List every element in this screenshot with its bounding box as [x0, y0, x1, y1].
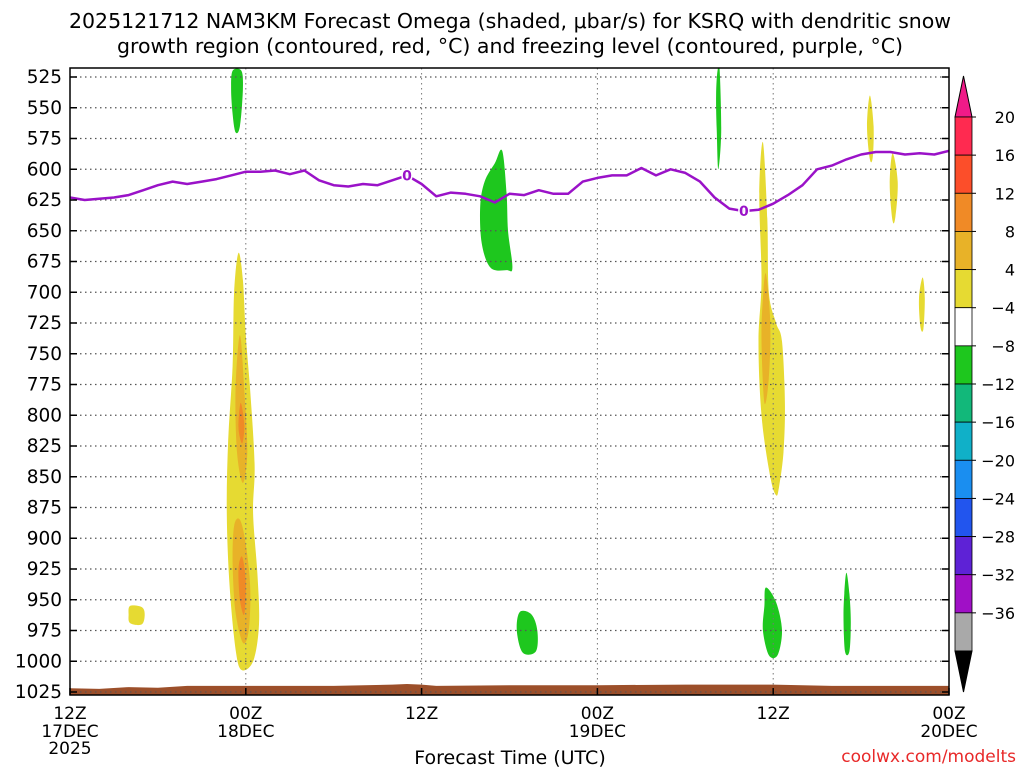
x-tick-label-12-1: 00Z	[229, 704, 262, 724]
y-tick-label-700: 700	[27, 282, 62, 303]
omega-region-7	[479, 149, 513, 272]
x-tick-label-24-1: 12Z	[405, 704, 438, 724]
x-tick-label-60-1: 00Z	[932, 704, 965, 724]
plot-inner: 00	[70, 68, 949, 695]
x-tick-label-48-1: 12Z	[757, 704, 790, 724]
credit-text: coolwx.com/modelts	[841, 747, 1016, 767]
y-tick-label-550: 550	[27, 98, 62, 119]
y-tick-label-725: 725	[27, 313, 62, 334]
plot-area: 0052555057560062565067570072575077580082…	[15, 67, 1015, 759]
x-tick-label-0-1: 12Z	[53, 704, 86, 724]
colorbar-segment-6	[954, 345, 973, 385]
terrain-fill	[70, 684, 949, 695]
colorbar-label-7: −12	[981, 375, 1015, 394]
y-tick-label-1000: 1000	[15, 651, 62, 672]
colorbar-label-8: −16	[981, 413, 1015, 432]
colorbar-segment-13	[954, 612, 973, 652]
colorbar: 20 16 12 8 4 −4 −8 −12 −16 −20 −24 −28 −32 −36	[954, 75, 1015, 693]
omega-region-14	[867, 95, 874, 163]
colorbar-segment-2	[954, 192, 973, 232]
colorbar-segment-4	[954, 269, 973, 309]
y-tick-label-775: 775	[27, 375, 62, 396]
x-axis-label: Forecast Time (UTC)	[414, 747, 605, 768]
x-tick-label-36-2: 19DEC	[569, 722, 626, 742]
y-tick-label-575: 575	[27, 129, 62, 150]
x-tick-label-0-3: 2025	[48, 739, 91, 759]
omega-region-13	[843, 572, 851, 656]
freezing-level-label-0: 0	[402, 168, 412, 184]
colorbar-label-3: 8	[1005, 222, 1015, 241]
colorbar-label-6: −8	[991, 337, 1015, 356]
y-tick-label-750: 750	[27, 344, 62, 365]
omega-region-0	[231, 68, 243, 134]
y-tick-label-675: 675	[27, 252, 62, 273]
omega-region-11	[761, 273, 771, 405]
y-tick-label-975: 975	[27, 621, 62, 642]
colorbar-label-4: 4	[1005, 261, 1015, 280]
colorbar-label-13: −36	[981, 604, 1015, 623]
x-tick-label-36-1: 00Z	[581, 704, 614, 724]
colorbar-label-9: −20	[981, 451, 1015, 470]
y-tick-label-875: 875	[27, 498, 62, 519]
omega-region-9	[716, 68, 722, 170]
freezing-level-line	[70, 149, 949, 213]
colorbar-label-1: 16	[995, 146, 1015, 165]
colorbar-segment-11	[954, 536, 973, 576]
y-tick-label-925: 925	[27, 559, 62, 580]
freezing-level-label-1: 0	[739, 204, 749, 220]
y-tick-label-850: 850	[27, 467, 62, 488]
colorbar-bottom-arrow	[954, 650, 973, 693]
omega-region-8	[516, 610, 538, 655]
y-tick-label-650: 650	[27, 221, 62, 242]
omega-region-16	[918, 277, 925, 332]
y-tick-label-950: 950	[27, 590, 62, 611]
colorbar-label-5: −4	[991, 299, 1015, 318]
plot-frame	[69, 67, 950, 696]
y-tick-label-625: 625	[27, 190, 62, 211]
omega-region-12	[762, 587, 783, 659]
omega-region-5	[238, 556, 246, 616]
colorbar-label-11: −28	[981, 528, 1015, 547]
y-tick-label-900: 900	[27, 528, 62, 549]
y-tick-label-800: 800	[27, 405, 62, 426]
y-tick-label-1025: 1025	[15, 682, 62, 703]
x-tick-label-0-2: 17DEC	[41, 722, 98, 742]
colorbar-segment-0	[954, 116, 973, 156]
grid-lines	[70, 68, 949, 695]
chart-title-line1: 2025121712 NAM3KM Forecast Omega (shaded…	[69, 9, 951, 33]
colorbar-segment-8	[954, 421, 973, 461]
x-tick-label-12-2: 18DEC	[217, 722, 274, 742]
y-tick-label-600: 600	[27, 159, 62, 180]
colorbar-top-arrow	[954, 75, 973, 118]
colorbar-segment-9	[954, 459, 973, 499]
colorbar-label-0: 20	[995, 108, 1015, 127]
y-tick-label-525: 525	[27, 67, 62, 88]
chart-title-line2: growth region (contoured, red, °C) and f…	[117, 34, 903, 58]
colorbar-segment-1	[954, 154, 973, 194]
colorbar-segment-10	[954, 498, 973, 537]
omega-region-15	[889, 153, 898, 224]
omega-region-6	[128, 605, 145, 626]
colorbar-label-10: −24	[981, 489, 1015, 508]
colorbar-segment-7	[954, 383, 973, 423]
colorbar-label-2: 12	[995, 184, 1015, 203]
colorbar-segment-5	[954, 307, 973, 347]
colorbar-segment-12	[954, 574, 973, 614]
colorbar-label-12: −32	[981, 566, 1015, 585]
colorbar-segment-3	[954, 231, 973, 270]
y-tick-label-825: 825	[27, 436, 62, 457]
omega-region-4	[238, 402, 245, 444]
x-tick-label-60-2: 20DEC	[920, 722, 977, 742]
